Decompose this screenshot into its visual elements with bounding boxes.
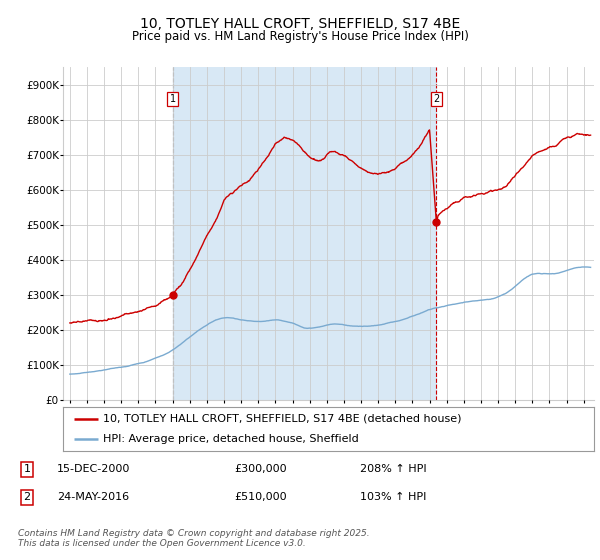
- Text: 10, TOTLEY HALL CROFT, SHEFFIELD, S17 4BE: 10, TOTLEY HALL CROFT, SHEFFIELD, S17 4B…: [140, 17, 460, 31]
- Text: 10, TOTLEY HALL CROFT, SHEFFIELD, S17 4BE (detached house): 10, TOTLEY HALL CROFT, SHEFFIELD, S17 4B…: [103, 414, 461, 424]
- Bar: [173, 67, 436, 400]
- Text: Contains HM Land Registry data © Crown copyright and database right 2025.
This d: Contains HM Land Registry data © Crown c…: [18, 529, 370, 548]
- Text: 1: 1: [170, 94, 176, 104]
- Text: Price paid vs. HM Land Registry's House Price Index (HPI): Price paid vs. HM Land Registry's House …: [131, 30, 469, 43]
- Text: 24-MAY-2016: 24-MAY-2016: [57, 492, 129, 502]
- Text: 15-DEC-2000: 15-DEC-2000: [57, 464, 130, 474]
- Text: HPI: Average price, detached house, Sheffield: HPI: Average price, detached house, Shef…: [103, 434, 359, 444]
- Text: 103% ↑ HPI: 103% ↑ HPI: [360, 492, 427, 502]
- Text: 2: 2: [433, 94, 440, 104]
- Text: 1: 1: [23, 464, 31, 474]
- Text: £510,000: £510,000: [234, 492, 287, 502]
- Text: 208% ↑ HPI: 208% ↑ HPI: [360, 464, 427, 474]
- Text: £300,000: £300,000: [234, 464, 287, 474]
- Text: 2: 2: [23, 492, 31, 502]
